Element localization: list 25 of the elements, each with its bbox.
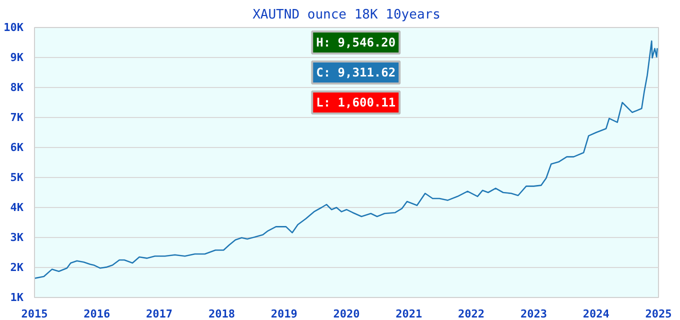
y-tick-label: 1K [10, 291, 24, 304]
x-tick-label: 2019 [270, 308, 298, 320]
y-tick-label: 8K [10, 81, 24, 94]
chart-title: XAUTND ounce 18K 10years [252, 8, 440, 22]
x-tick-label: 2020 [333, 308, 360, 320]
x-tick-label: 2017 [146, 308, 173, 320]
x-tick-label: 2024 [582, 308, 610, 320]
x-tick-label: 2015 [21, 308, 48, 320]
y-tick-label: 5K [10, 171, 24, 184]
x-tick-label: 2021 [396, 308, 423, 320]
annotation: C: 9,311.62 [316, 66, 396, 80]
x-tick-label: 2016 [84, 308, 111, 320]
y-tick-label: 10K [4, 21, 24, 34]
annotation: L: 1,600.11 [316, 96, 396, 110]
x-tick-label: 2018 [208, 308, 235, 320]
y-tick-label: 4K [10, 201, 24, 214]
y-tick-label: 9K [10, 51, 24, 64]
y-tick-label: 2K [10, 261, 24, 274]
y-tick-label: 3K [10, 231, 24, 244]
y-tick-label: 7K [10, 111, 24, 124]
annotation: H: 9,546.20 [316, 36, 396, 50]
x-tick-label: 2022 [458, 308, 485, 320]
x-tick-label: 2023 [520, 308, 547, 320]
x-tick-label: 2025 [645, 308, 672, 320]
y-tick-label: 6K [10, 141, 24, 154]
